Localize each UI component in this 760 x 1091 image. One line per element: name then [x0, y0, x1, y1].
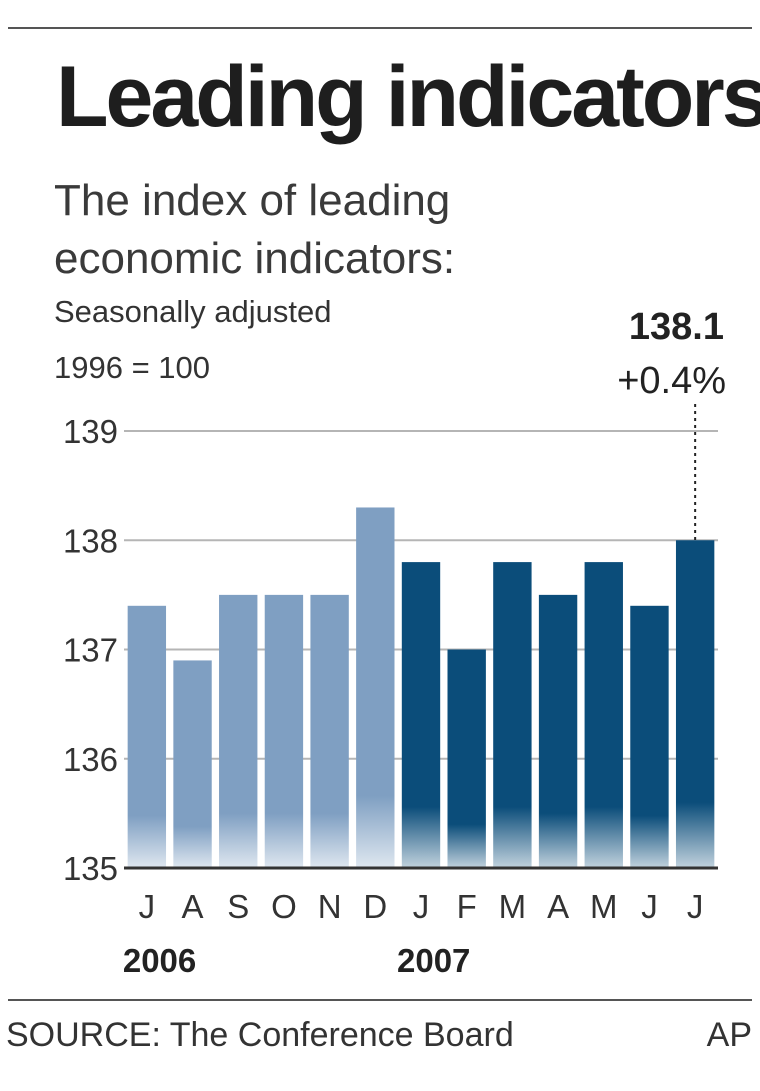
- adjustment-note: Seasonally adjusted: [54, 294, 332, 329]
- bar: [675, 540, 715, 868]
- latest-value-label: 138.1: [628, 306, 724, 348]
- y-tick-label: 135: [63, 850, 118, 887]
- bar: [173, 660, 212, 868]
- chart-subtitle: The index of leading economic indicators…: [54, 176, 456, 283]
- y-tick-label: 139: [63, 413, 118, 450]
- x-tick-label: D: [363, 888, 387, 925]
- x-tick-label: J: [139, 888, 156, 925]
- x-tick-label: M: [499, 888, 527, 925]
- x-tick-label: M: [590, 888, 618, 925]
- y-tick-label: 136: [63, 741, 118, 778]
- bar: [219, 594, 258, 868]
- x-tick-label: S: [227, 888, 249, 925]
- y-tick-label: 138: [63, 522, 118, 559]
- source-note: SOURCE: The Conference Board: [6, 1016, 514, 1054]
- bar: [447, 649, 486, 868]
- top-rule: [8, 27, 752, 29]
- bar: [401, 562, 441, 868]
- bar: [310, 594, 349, 868]
- bar: [356, 507, 395, 868]
- year-label: 2006: [123, 942, 196, 979]
- bar: [127, 605, 167, 868]
- bar: [630, 605, 669, 868]
- x-tick-label: J: [413, 888, 430, 925]
- bar: [584, 562, 623, 868]
- year-label: 2007: [397, 942, 470, 979]
- x-tick-label: A: [182, 888, 204, 925]
- chart-title: Leading indicators: [56, 49, 760, 145]
- agency-credit: AP: [706, 1016, 752, 1054]
- x-tick-label: J: [641, 888, 658, 925]
- base-year-note: 1996 = 100: [54, 350, 211, 385]
- bar: [538, 594, 578, 868]
- latest-change-label: +0.4%: [617, 360, 726, 402]
- x-tick-label: N: [318, 888, 342, 925]
- bottom-rule: [8, 999, 752, 1001]
- bar: [493, 562, 532, 868]
- x-tick-label: J: [687, 888, 704, 925]
- bar: [264, 594, 304, 868]
- y-tick-label: 137: [63, 632, 118, 669]
- x-tick-label: A: [547, 888, 569, 925]
- x-tick-label: F: [457, 888, 477, 925]
- x-tick-label: O: [271, 888, 297, 925]
